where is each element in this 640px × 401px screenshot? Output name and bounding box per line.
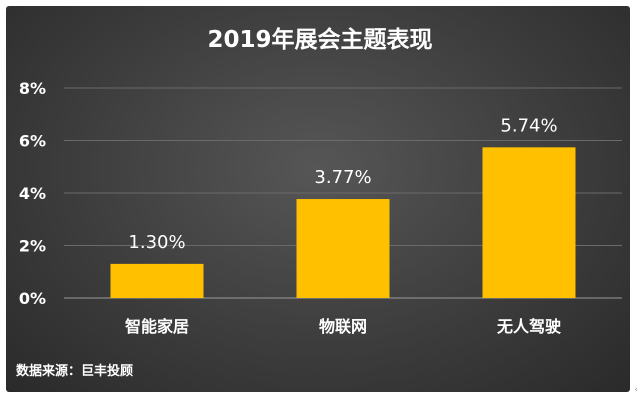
bar — [482, 147, 576, 298]
source-note: 数据来源：巨丰投顾 — [16, 363, 133, 379]
y-tick-label: 0% — [19, 289, 46, 308]
y-tick-label: 6% — [19, 132, 46, 151]
bars — [110, 147, 576, 298]
data-labels: 1.30% 3.77% 5.74% — [128, 115, 557, 253]
chevron-left-icon: ‹ — [634, 385, 638, 395]
chart-title: 2019年展会主题表现 — [207, 26, 432, 53]
y-tick-label: 4% — [19, 184, 46, 203]
data-label: 5.74% — [500, 115, 557, 136]
data-label: 1.30% — [128, 232, 185, 253]
data-label: 3.77% — [314, 167, 371, 188]
bar — [110, 263, 204, 298]
y-tick-label: 8% — [19, 79, 46, 98]
x-tick-label: 物联网 — [319, 317, 367, 336]
x-axis: 智能家居 物联网 无人驾驶 — [125, 317, 561, 336]
bar — [296, 199, 390, 298]
y-tick-label: 2% — [19, 237, 46, 256]
x-tick-label: 无人驾驶 — [496, 317, 561, 336]
x-tick-label: 智能家居 — [125, 317, 189, 336]
